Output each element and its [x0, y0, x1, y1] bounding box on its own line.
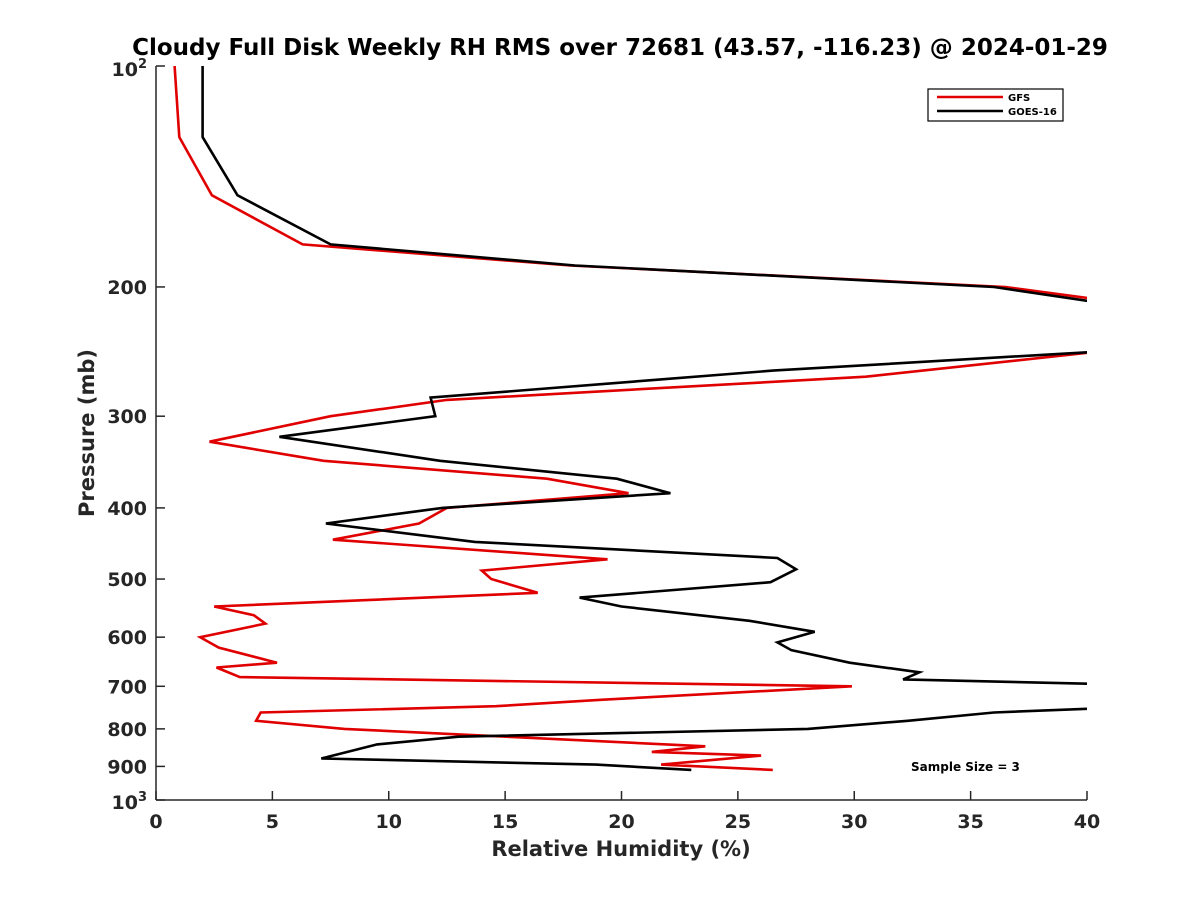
y-tick-label-bottom: 103 — [112, 790, 148, 814]
y-tick-label: 400 — [107, 498, 147, 520]
x-tick-label: 40 — [1074, 811, 1100, 833]
x-tick-label: 30 — [841, 811, 867, 833]
series-line-goes16 — [201, 66, 1087, 772]
y-tick-label: 500 — [107, 569, 147, 591]
x-tick-label: 20 — [608, 811, 634, 833]
legend: GFS GOES-16 — [927, 88, 1064, 122]
y-tick-label: 200 — [107, 277, 147, 299]
y-tick-label: 900 — [107, 756, 147, 778]
x-tick-label: 10 — [376, 811, 402, 833]
y-tick-label: 300 — [107, 406, 147, 428]
x-ticks: 0 5 10 15 20 25 30 35 40 — [149, 791, 1100, 833]
series-line-gfs — [173, 66, 1087, 772]
plot-background — [156, 66, 1087, 800]
x-tick-label: 0 — [149, 811, 162, 833]
y-ticks: 200 300 400 500 600 700 800 900 — [107, 65, 165, 801]
legend-label-goes16: GOES-16 — [1008, 107, 1057, 118]
x-tick-label: 15 — [492, 811, 518, 833]
y-axis-label: Pressure (mb) — [75, 349, 99, 517]
series-layer — [173, 66, 1087, 772]
legend-label-gfs: GFS — [1008, 93, 1030, 104]
sample-size-annotation: Sample Size = 3 — [911, 760, 1020, 774]
x-tick-label: 35 — [957, 811, 983, 833]
y-tick-label: 700 — [107, 676, 147, 698]
chart-title: Cloudy Full Disk Weekly RH RMS over 7268… — [132, 35, 1108, 61]
x-tick-label: 25 — [725, 811, 751, 833]
y-tick-label: 600 — [107, 627, 147, 649]
x-tick-label: 5 — [266, 811, 279, 833]
x-axis-label: Relative Humidity (%) — [491, 837, 750, 861]
legend-box — [927, 88, 1064, 122]
y-tick-label: 800 — [107, 719, 147, 741]
y-tick-label-top: 102 — [112, 57, 148, 81]
